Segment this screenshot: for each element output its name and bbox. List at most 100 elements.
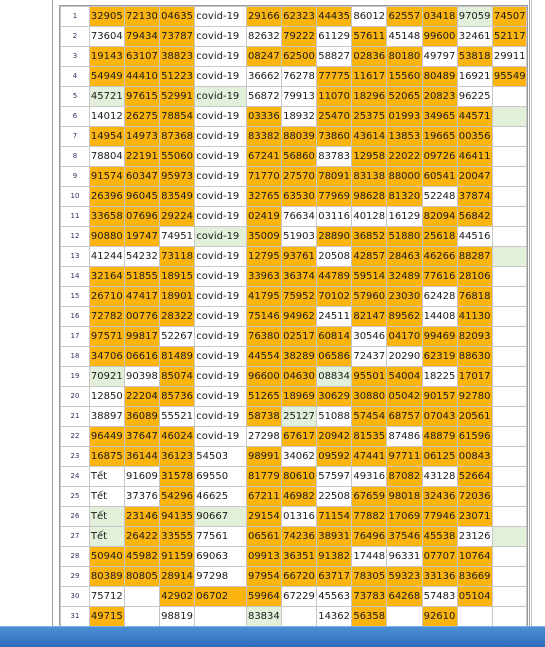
table-cell[interactable]: 52117 [491, 26, 528, 47]
table-cell[interactable]: 00776 [124, 306, 161, 327]
table-cell[interactable]: covid-19 [194, 146, 247, 167]
table-cell[interactable]: 98819 [159, 606, 196, 627]
table-cell[interactable] [491, 306, 528, 327]
table-cell[interactable]: 40128 [351, 206, 388, 227]
table-cell[interactable]: 45148 [386, 26, 423, 47]
table-cell[interactable]: 72782 [88, 306, 126, 327]
table-cell[interactable]: 88039 [281, 126, 318, 147]
table-cell[interactable]: 83138 [351, 166, 388, 187]
table-cell[interactable]: 26396 [88, 186, 126, 207]
table-cell[interactable]: covid-19 [194, 326, 247, 347]
table-cell[interactable]: 91574 [88, 166, 126, 187]
table-cell[interactable]: Tết [88, 506, 126, 527]
table-cell[interactable] [491, 106, 528, 127]
table-cell[interactable]: 32489 [386, 266, 423, 287]
table-cell[interactable]: 67241 [245, 146, 283, 167]
table-cell[interactable]: 04170 [386, 326, 423, 347]
table-cell[interactable]: 20290 [386, 346, 423, 367]
table-cell[interactable]: 68757 [386, 406, 423, 427]
table-cell[interactable]: 62500 [281, 46, 318, 67]
table-cell[interactable]: 46411 [456, 146, 493, 167]
table-cell[interactable]: 04635 [159, 6, 196, 27]
table-cell[interactable]: 36089 [124, 406, 161, 427]
table-cell[interactable]: 60814 [316, 326, 353, 347]
table-cell[interactable]: covid-19 [194, 226, 247, 247]
table-cell[interactable]: 03336 [245, 106, 283, 127]
table-cell[interactable]: 97059 [456, 6, 493, 27]
table-cell[interactable]: 30629 [316, 386, 353, 407]
table-cell[interactable]: 29224 [159, 206, 196, 227]
table-cell[interactable]: 25618 [421, 226, 458, 247]
table-cell[interactable]: 80805 [124, 566, 161, 587]
table-cell[interactable]: 56842 [456, 206, 493, 227]
table-cell[interactable]: 38931 [316, 526, 353, 547]
table-cell[interactable]: 07043 [421, 406, 458, 427]
table-cell[interactable]: 73118 [159, 246, 196, 267]
table-cell[interactable]: 72437 [351, 346, 388, 367]
table-cell[interactable]: 09726 [421, 146, 458, 167]
table-cell[interactable]: 67229 [281, 586, 318, 607]
table-cell[interactable]: 07707 [421, 546, 458, 567]
table-cell[interactable]: 87082 [386, 466, 423, 487]
table-cell[interactable]: 74507 [491, 6, 528, 27]
table-cell[interactable]: 12958 [351, 146, 388, 167]
table-cell[interactable]: 81489 [159, 346, 196, 367]
table-cell[interactable]: 83549 [159, 186, 196, 207]
table-cell[interactable]: 75712 [88, 586, 126, 607]
table-cell[interactable]: 26422 [124, 526, 161, 547]
table-cell[interactable] [491, 246, 528, 267]
table-cell[interactable]: Tết [88, 526, 126, 547]
table-cell[interactable]: 56860 [281, 146, 318, 167]
table-cell[interactable]: 28890 [316, 226, 353, 247]
table-cell[interactable]: 59323 [386, 566, 423, 587]
table-cell[interactable]: 55521 [159, 406, 196, 427]
table-cell[interactable]: 34062 [281, 446, 318, 467]
table-cell[interactable]: 73787 [159, 26, 196, 47]
table-cell[interactable]: 76634 [281, 206, 318, 227]
table-cell[interactable]: 95501 [351, 366, 388, 387]
table-cell[interactable]: 37874 [456, 186, 493, 207]
table-cell[interactable]: covid-19 [194, 346, 247, 367]
table-cell[interactable]: 96331 [386, 546, 423, 567]
table-cell[interactable]: 23146 [124, 506, 161, 527]
table-cell[interactable]: 18225 [421, 366, 458, 387]
table-cell[interactable]: 32461 [456, 26, 493, 47]
table-cell[interactable]: 05042 [386, 386, 423, 407]
table-cell[interactable]: 97711 [386, 446, 423, 467]
table-cell[interactable]: 50940 [88, 546, 126, 567]
table-cell[interactable]: 32164 [88, 266, 126, 287]
table-cell[interactable]: 44516 [456, 226, 493, 247]
table-cell[interactable]: 01316 [281, 506, 318, 527]
table-cell[interactable]: 96045 [124, 186, 161, 207]
table-cell[interactable]: 94962 [281, 306, 318, 327]
table-cell[interactable]: covid-19 [194, 246, 247, 267]
table-cell[interactable]: 95973 [159, 166, 196, 187]
table-cell[interactable]: 63107 [124, 46, 161, 67]
table-cell[interactable]: covid-19 [194, 406, 247, 427]
table-cell[interactable] [194, 606, 247, 627]
table-cell[interactable]: 14012 [88, 106, 126, 127]
table-cell[interactable]: 90667 [194, 506, 247, 527]
table-cell[interactable] [491, 606, 528, 627]
table-cell[interactable]: 59964 [245, 586, 283, 607]
table-cell[interactable]: 29166 [245, 6, 283, 27]
table-cell[interactable]: 83783 [316, 146, 353, 167]
table-cell[interactable]: 14973 [124, 126, 161, 147]
table-cell[interactable] [491, 366, 528, 387]
table-cell[interactable]: 81535 [351, 426, 388, 447]
table-cell[interactable]: 38897 [88, 406, 126, 427]
table-cell[interactable]: 54949 [88, 66, 126, 87]
table-cell[interactable] [491, 226, 528, 247]
table-cell[interactable]: 27570 [281, 166, 318, 187]
table-cell[interactable]: 97615 [124, 86, 161, 107]
table-cell[interactable]: 51880 [386, 226, 423, 247]
table-cell[interactable]: 33136 [421, 566, 458, 587]
table-cell[interactable]: 44571 [456, 106, 493, 127]
table-cell[interactable]: 45982 [124, 546, 161, 567]
table-cell[interactable]: 62428 [421, 286, 458, 307]
table-cell[interactable]: 25375 [351, 106, 388, 127]
table-cell[interactable]: covid-19 [194, 106, 247, 127]
table-cell[interactable]: 18901 [159, 286, 196, 307]
table-cell[interactable]: 77969 [316, 186, 353, 207]
table-cell[interactable]: 60541 [421, 166, 458, 187]
